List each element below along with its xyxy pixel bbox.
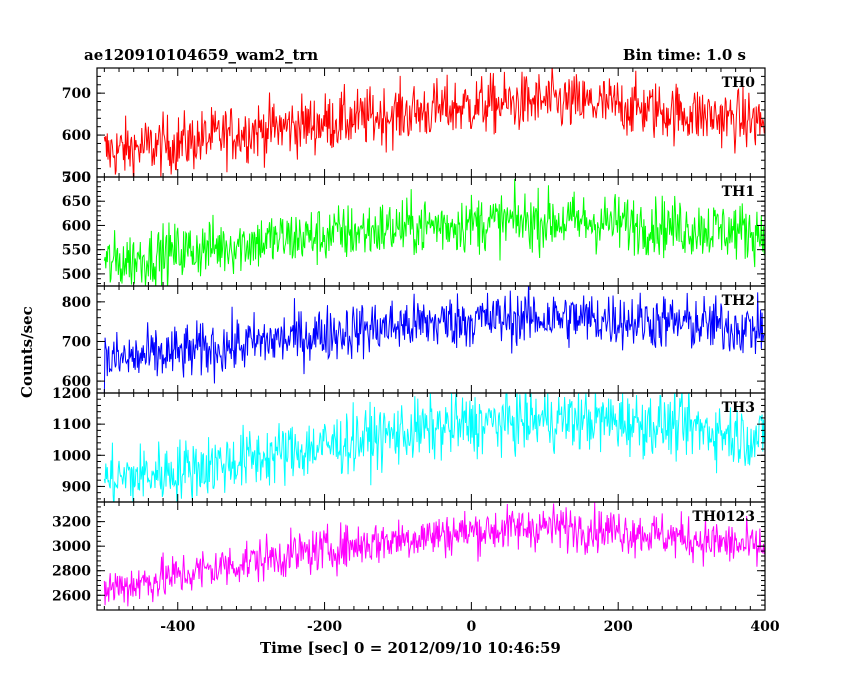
y-tick-label: 600 bbox=[62, 374, 91, 390]
panel-frame-th0123 bbox=[96, 501, 766, 611]
y-tick-label: 700 bbox=[62, 170, 91, 186]
y-tick-label: 3000 bbox=[52, 539, 91, 555]
y-tick-label: 500 bbox=[62, 267, 91, 283]
y-tick-label: 2600 bbox=[52, 588, 91, 604]
y-tick-label: 1100 bbox=[52, 417, 91, 433]
y-tick-label: 3200 bbox=[52, 515, 91, 531]
panel-label-th0: TH0 bbox=[722, 75, 756, 91]
x-tick-label: 200 bbox=[604, 619, 633, 635]
y-tick-label: 900 bbox=[62, 479, 91, 495]
series-th1-curve bbox=[103, 178, 765, 286]
panel-label-th2: TH2 bbox=[722, 293, 755, 309]
panel-label-th0123: TH0123 bbox=[692, 509, 755, 525]
y-tick-label: 700 bbox=[62, 86, 91, 102]
y-tick-label: 1000 bbox=[52, 448, 91, 464]
x-axis-label: Time [sec] 0 = 2012/09/10 10:46:59 bbox=[260, 639, 561, 657]
y-tick-label: 2800 bbox=[52, 564, 91, 580]
series-th2-curve bbox=[103, 286, 765, 393]
panel-label-th3: TH3 bbox=[722, 400, 755, 416]
panel-label-th1: TH1 bbox=[722, 184, 755, 200]
y-tick-label: 600 bbox=[62, 128, 91, 144]
y-tick-label: 600 bbox=[62, 218, 91, 234]
plot-title: ae120910104659_wam2_trn bbox=[84, 46, 319, 64]
x-tick-label: 0 bbox=[466, 619, 476, 635]
y-tick-label: 550 bbox=[62, 243, 91, 259]
y-tick-label: 800 bbox=[62, 295, 91, 311]
y-tick-label: 500 bbox=[62, 170, 91, 186]
x-tick-label: -400 bbox=[160, 619, 195, 635]
bin-time-label: Bin time: 1.0 s bbox=[622, 46, 746, 64]
series-th3-curve bbox=[103, 393, 765, 502]
series-th0-curve bbox=[103, 68, 765, 177]
x-tick-label: 400 bbox=[750, 619, 779, 635]
series-th0123-curve bbox=[103, 502, 765, 607]
x-tick-label: -200 bbox=[307, 619, 342, 635]
y-tick-label: 650 bbox=[62, 194, 91, 210]
y-tick-label: 1200 bbox=[52, 386, 91, 402]
y-axis-label: Counts/sec bbox=[18, 306, 36, 398]
y-tick-label: 700 bbox=[62, 334, 91, 350]
